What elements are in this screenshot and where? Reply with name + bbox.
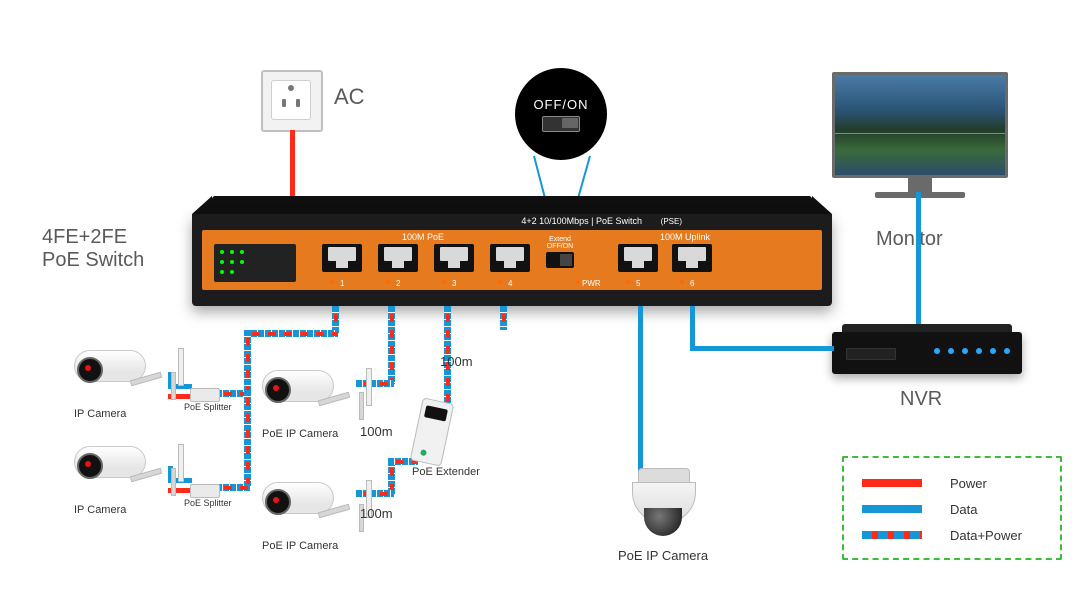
ip-camera-1 (74, 348, 184, 408)
legend: Power Data Data+Power (842, 456, 1062, 560)
cap-left: 100M PoE (402, 232, 444, 242)
led-panel (214, 244, 296, 282)
poe-extender (416, 400, 448, 464)
switch-title-pse: (PSE) (661, 217, 682, 226)
port-3 (434, 244, 474, 272)
extend-switch-label: Extend OFF/ON (543, 236, 577, 250)
port-num-2: 2 (396, 279, 400, 288)
port-num-5: 5 (636, 279, 640, 288)
callout-text: OFF/ON (533, 97, 588, 112)
wire-p2-v (388, 306, 395, 384)
ac-label: AC (334, 84, 365, 110)
wire-p1-h1 (244, 330, 338, 337)
poe-splitter-2 (190, 484, 220, 498)
monitor (832, 72, 1008, 198)
wire-uplink-dome (638, 306, 643, 472)
poe-camera-1-label: PoE IP Camera (262, 428, 338, 440)
poe-extender-label: PoE Extender (412, 466, 480, 478)
swatch-dp (862, 531, 922, 539)
poe-switch: 4+2 10/100Mbps | PoE Switch (PSE) 100M P… (192, 196, 832, 306)
port-6 (672, 244, 712, 272)
nvr-label: NVR (900, 388, 942, 411)
port-num-1: 1 (340, 279, 344, 288)
port-num-6: 6 (690, 279, 694, 288)
wire-p1-v3 (244, 390, 251, 486)
legend-dp-text: Data+Power (950, 528, 1022, 543)
distance-1: 100m (440, 354, 473, 369)
wire-uplink-nvr-h (690, 346, 834, 351)
poe-splitter-1-label: PoE Splitter (184, 402, 232, 412)
nvr (832, 332, 1022, 374)
legend-power-text: Power (950, 476, 987, 491)
port-num-3: 3 (452, 279, 456, 288)
poe-camera-1 (262, 368, 372, 428)
legend-row-dp: Data+Power (862, 522, 1042, 548)
distance-2: 100m (360, 424, 393, 439)
ac-outlet (261, 70, 323, 132)
ip-camera-1-label: IP Camera (74, 408, 126, 420)
monitor-label: Monitor (876, 228, 943, 251)
poe-camera-2-label: PoE IP Camera (262, 540, 338, 552)
distance-3: 100m (360, 506, 393, 521)
poe-camera-2 (262, 480, 372, 540)
dome-camera-label: PoE IP Camera (618, 548, 708, 563)
swatch-power (862, 479, 922, 487)
wire-monitor-nvr (916, 192, 921, 332)
ip-camera-2-label: IP Camera (74, 504, 126, 516)
port-2 (378, 244, 418, 272)
port-4 (490, 244, 530, 272)
diagram-stage: AC OFF/ON Monitor 4FE+2FE PoE Switch 4+2… (0, 0, 1078, 600)
wire-p1-h3 (216, 484, 250, 491)
poe-splitter-2-label: PoE Splitter (184, 498, 232, 508)
switch-faceplate: 100M PoE 100M Uplink Extend OFF/ON (202, 230, 822, 290)
swatch-data (862, 505, 922, 513)
switch-title: 4+2 10/100Mbps | PoE Switch (521, 216, 642, 226)
wire-p1-v2 (244, 330, 251, 394)
wire-uplink-nvr-v (690, 306, 695, 346)
legend-row-data: Data (862, 496, 1042, 522)
port-1 (322, 244, 362, 272)
dome-camera (628, 468, 698, 538)
port-num-4: 4 (508, 279, 512, 288)
ip-camera-2 (74, 444, 184, 504)
port-5 (618, 244, 658, 272)
legend-data-text: Data (950, 502, 977, 517)
extend-switch[interactable] (546, 252, 574, 268)
callout-extend: OFF/ON (515, 68, 607, 160)
legend-row-power: Power (862, 470, 1042, 496)
poe-splitter-1 (190, 388, 220, 402)
callout-switch-graphic (542, 116, 580, 132)
wire-ext-out-v (388, 460, 395, 494)
cap-right: 100M Uplink (660, 232, 710, 242)
wire-p4-v (500, 306, 507, 330)
switch-caption: 4FE+2FE PoE Switch (42, 226, 144, 272)
pwr-label: PWR (582, 279, 601, 288)
